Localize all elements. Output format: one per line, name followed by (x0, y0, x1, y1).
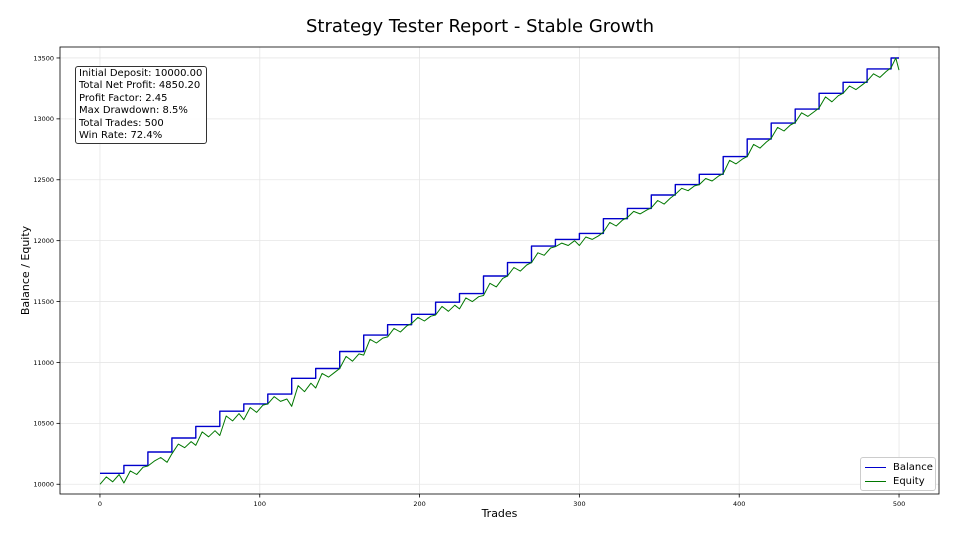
y-tick-label: 12500 (33, 176, 54, 184)
legend-label-balance: Balance (893, 462, 933, 473)
axis-ticks: 0 100 200 300 400 500 10000 10500 11000 11500 1200… (33, 54, 905, 508)
stats-line-net-profit: Total Net Profit: 4850.20 (79, 80, 201, 92)
series-line-equity (99, 57, 900, 485)
x-tick-label: 300 (573, 500, 585, 508)
legend-entry-balance: Balance (865, 461, 933, 474)
x-tick-label: 500 (893, 500, 905, 508)
x-axis-label: Trades (481, 507, 518, 520)
stats-annotation-box: Initial Deposit: 10000.00 Total Net Prof… (75, 66, 208, 145)
y-tick-label: 12000 (33, 237, 54, 245)
grid-lines (60, 47, 939, 494)
x-tick-label: 0 (98, 500, 102, 508)
y-tick-label: 10000 (33, 481, 54, 489)
chart-legend: Balance Equity (860, 457, 936, 491)
legend-swatch-balance (865, 467, 886, 468)
legend-label-equity: Equity (893, 476, 925, 487)
series-lines (99, 57, 900, 485)
stats-line-profit-factor: Profit Factor: 2.45 (79, 92, 168, 104)
x-tick-label: 200 (413, 500, 425, 508)
x-tick-label: 100 (254, 500, 266, 508)
series-line-balance (100, 57, 899, 474)
y-tick-label: 11500 (33, 298, 54, 306)
y-tick-label: 13000 (33, 115, 54, 123)
y-axis-label: Balance / Equity (19, 225, 32, 315)
stats-line-initial-deposit: Initial Deposit: 10000.00 (79, 68, 203, 79)
chart-title: Strategy Tester Report - Stable Growth (306, 16, 654, 37)
stats-line-max-drawdown: Max Drawdown: 8.5% (79, 105, 188, 117)
y-tick-label: 11000 (33, 359, 54, 367)
legend-swatch-equity (865, 481, 886, 482)
y-tick-label: 13500 (33, 54, 54, 62)
legend-entry-equity: Equity (865, 475, 925, 488)
plot-frame (59, 46, 940, 495)
y-tick-label: 10500 (33, 420, 54, 428)
stats-line-win-rate: Win Rate: 72.4% (79, 130, 163, 142)
x-tick-label: 400 (733, 500, 745, 508)
stats-line-total-trades: Total Trades: 500 (79, 117, 164, 129)
